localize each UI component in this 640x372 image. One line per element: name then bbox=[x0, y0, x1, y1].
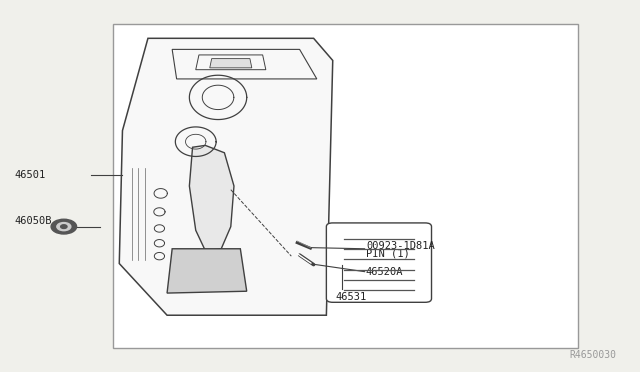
FancyBboxPatch shape bbox=[326, 223, 431, 302]
Text: 00923-1D81A: 00923-1D81A bbox=[366, 241, 435, 251]
Text: 46520A: 46520A bbox=[366, 267, 403, 277]
Text: 46501: 46501 bbox=[14, 170, 45, 180]
Polygon shape bbox=[119, 38, 333, 315]
Polygon shape bbox=[210, 59, 252, 68]
Text: 46531: 46531 bbox=[336, 292, 367, 302]
Text: 46050B: 46050B bbox=[14, 216, 52, 226]
Circle shape bbox=[61, 225, 67, 228]
Text: PIN (1): PIN (1) bbox=[366, 248, 410, 258]
Polygon shape bbox=[167, 249, 246, 293]
Circle shape bbox=[57, 222, 71, 231]
Circle shape bbox=[51, 219, 77, 234]
Text: R4650030: R4650030 bbox=[570, 350, 616, 359]
Polygon shape bbox=[189, 145, 234, 251]
Bar bbox=[113, 23, 578, 349]
